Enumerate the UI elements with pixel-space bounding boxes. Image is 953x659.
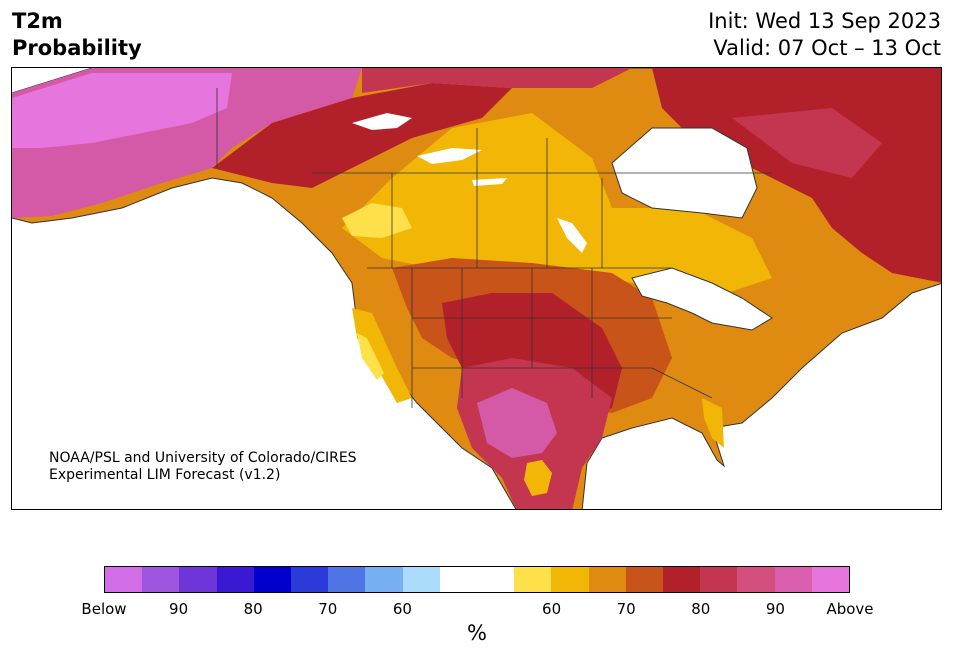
colorbar-tick-label: 90 bbox=[169, 600, 189, 618]
colorbar bbox=[104, 566, 850, 593]
great-lakes bbox=[631, 267, 773, 331]
colorbar-cell bbox=[105, 567, 143, 592]
region-mexico-pink bbox=[477, 388, 557, 458]
region-nw-canada-red bbox=[212, 83, 512, 188]
lake-athabasca bbox=[472, 178, 507, 186]
colorbar-tick-label: 80 bbox=[243, 600, 263, 618]
region-arctic-rose bbox=[362, 68, 632, 93]
colorbar-tick-label: Below bbox=[81, 600, 127, 618]
region-alaska-purple bbox=[12, 73, 232, 148]
colorbar-tick-label: 70 bbox=[318, 600, 338, 618]
credit-line-1: NOAA/PSL and University of Colorado/CIRE… bbox=[49, 450, 357, 466]
colorbar-cell bbox=[625, 567, 664, 592]
region-mexico-gold-spot bbox=[524, 460, 552, 496]
political-borders bbox=[216, 88, 772, 408]
colorbar-cell bbox=[477, 567, 515, 592]
valid-range: Valid: 07 Oct – 13 Oct bbox=[713, 36, 941, 60]
colorbar-cell bbox=[291, 567, 329, 592]
colorbar-cell bbox=[142, 567, 180, 592]
region-california-gold bbox=[352, 308, 412, 403]
colorbar-cell bbox=[253, 567, 292, 592]
init-date: Init: Wed 13 Sep 2023 bbox=[708, 9, 941, 33]
colorbar-cell bbox=[551, 567, 589, 592]
colorbar-cell bbox=[402, 567, 440, 592]
colorbar-tick-label: Above bbox=[826, 600, 874, 618]
colorbar-tick-label: 80 bbox=[691, 600, 711, 618]
colorbar-cell bbox=[588, 567, 626, 592]
colorbar-cell bbox=[737, 567, 775, 592]
lake-winnipeg bbox=[557, 218, 587, 253]
colorbar-cell bbox=[663, 567, 701, 592]
title-line-1: T2m bbox=[12, 9, 63, 33]
colorbar-cell bbox=[514, 567, 552, 592]
credit-line-2: Experimental LIM Forecast (v1.2) bbox=[49, 467, 281, 483]
map-title: T2m Probability bbox=[12, 8, 142, 62]
colorbar-tick-label: 90 bbox=[765, 600, 785, 618]
forecast-dates: Init: Wed 13 Sep 2023 Valid: 07 Oct – 13… bbox=[708, 8, 941, 62]
colorbar-cell bbox=[811, 567, 850, 592]
region-california-yellow bbox=[357, 333, 384, 380]
region-labrador-rose bbox=[732, 108, 882, 178]
colorbar-cell bbox=[439, 567, 478, 592]
forecast-map bbox=[11, 67, 942, 510]
region-florida-gold bbox=[702, 398, 724, 448]
title-line-2: Probability bbox=[12, 36, 142, 60]
colorbar-cell bbox=[179, 567, 217, 592]
colorbar-cell bbox=[700, 567, 738, 592]
credit-text: NOAA/PSL and University of Colorado/CIRE… bbox=[49, 450, 357, 484]
colorbar-tick-label: 70 bbox=[616, 600, 636, 618]
colorbar-cell bbox=[216, 567, 254, 592]
colorbar-unit: % bbox=[467, 621, 487, 645]
lake-great-slave bbox=[417, 148, 482, 164]
map-canvas bbox=[12, 68, 941, 509]
region-prairies-yellow bbox=[342, 203, 412, 238]
region-quebec-red bbox=[652, 68, 941, 283]
colorbar-cell bbox=[774, 567, 812, 592]
lake-great-bear bbox=[352, 113, 412, 130]
colorbar-tick-label: 60 bbox=[542, 600, 562, 618]
colorbar-cell bbox=[328, 567, 366, 592]
colorbar-tick-label: 60 bbox=[392, 600, 412, 618]
colorbar-cell bbox=[365, 567, 403, 592]
